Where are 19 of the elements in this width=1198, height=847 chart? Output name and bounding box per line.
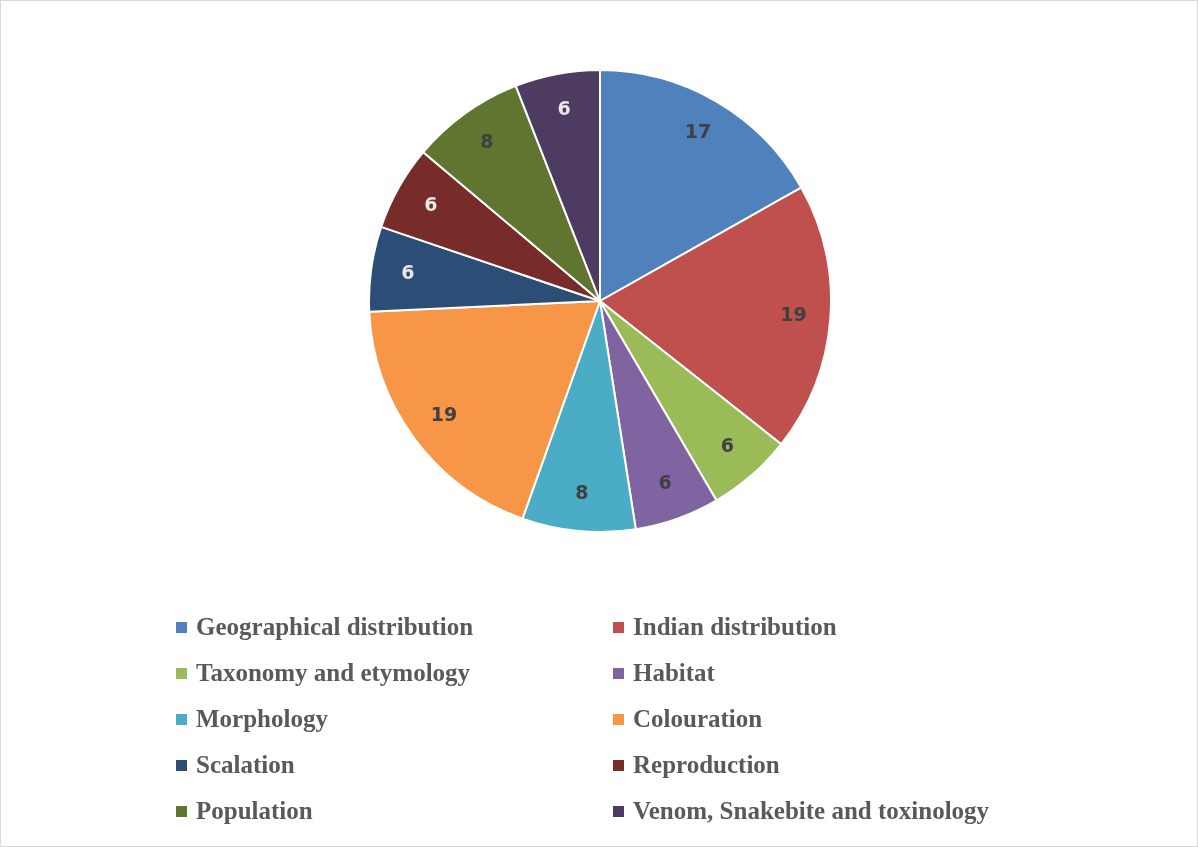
legend-label: Reproduction: [633, 751, 780, 779]
legend-label: Geographical distribution: [196, 613, 474, 641]
data-label: 17: [684, 120, 712, 143]
legend-label: Taxonomy and etymology: [196, 659, 471, 687]
legend-label: Venom, Snakebite and toxinology: [633, 797, 990, 825]
legend-label: Indian distribution: [633, 613, 837, 641]
data-label: 6: [424, 192, 438, 215]
data-label: 8: [575, 481, 589, 504]
data-label: 6: [557, 97, 571, 120]
data-label: 6: [401, 260, 415, 283]
legend-label: Morphology: [196, 705, 328, 733]
legend-label: Habitat: [633, 659, 715, 687]
data-label: 6: [720, 434, 734, 457]
legend-label: Scalation: [196, 751, 295, 779]
legend-label: Population: [196, 797, 313, 825]
data-label: 19: [780, 303, 807, 326]
legend-label: Colouration: [633, 705, 763, 733]
data-label: 19: [430, 403, 458, 426]
data-label: 6: [658, 470, 672, 493]
